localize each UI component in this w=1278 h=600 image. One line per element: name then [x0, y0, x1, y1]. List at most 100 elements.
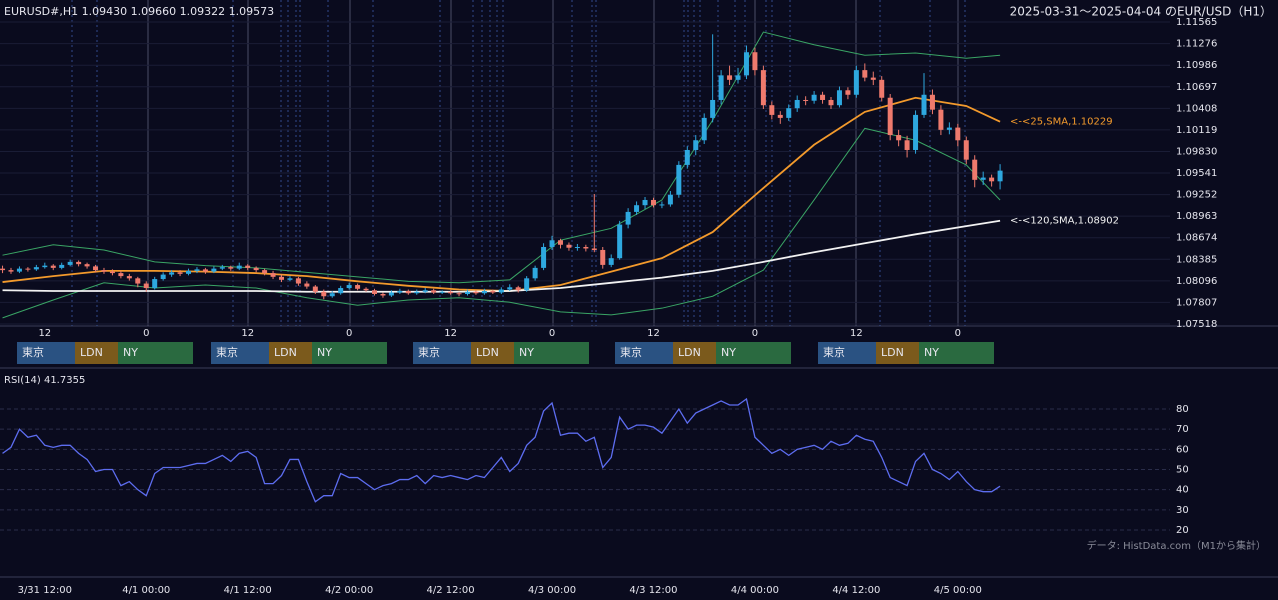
x-tick-label: 0	[346, 328, 352, 339]
candle-body	[262, 270, 268, 274]
indicator-label: <-<120,SMA,1.08902	[1010, 216, 1119, 227]
candle-body	[0, 268, 6, 271]
candle-body	[194, 269, 200, 271]
session-label: NY	[721, 346, 736, 359]
candle-body	[33, 267, 39, 270]
candle-body	[743, 52, 749, 76]
session-box	[75, 342, 118, 364]
candle-body	[405, 291, 411, 294]
candle-body	[811, 94, 817, 101]
x-tick-label: 4/1 00:00	[122, 585, 170, 596]
candle-body	[913, 114, 919, 150]
y-tick-label: 1.09830	[1176, 146, 1217, 157]
candle-body	[836, 90, 842, 106]
candle-body	[786, 108, 792, 118]
candle-body	[143, 283, 149, 289]
candle-body	[853, 70, 859, 95]
candle-body	[481, 291, 487, 294]
candle-body	[8, 270, 14, 272]
session-label: 東京	[418, 345, 440, 359]
candle-body	[490, 291, 496, 293]
candle-body	[760, 70, 766, 106]
candle-body	[338, 288, 344, 294]
candle-body	[160, 274, 166, 280]
x-tick-label: 4/5 00:00	[934, 585, 982, 596]
y-tick-label: 1.08096	[1176, 276, 1217, 287]
candle-body	[803, 99, 809, 101]
candle-body	[617, 224, 623, 259]
x-tick-label: 0	[549, 328, 555, 339]
session-box	[818, 342, 876, 364]
candle-body	[650, 199, 656, 206]
candle-body	[862, 70, 868, 78]
candle-body	[845, 90, 851, 95]
candle-body	[769, 105, 775, 115]
candle-body	[245, 265, 251, 268]
x-tick-label: 4/3 12:00	[629, 585, 677, 596]
candle-body	[574, 246, 580, 248]
x-tick-label: 12	[647, 328, 660, 339]
candle-body	[541, 246, 547, 268]
candle-body	[169, 272, 175, 275]
candle-body	[126, 276, 132, 279]
session-label: 東京	[22, 345, 44, 359]
indicator-line	[2, 219, 1001, 293]
indicator-line	[2, 127, 1001, 319]
candle-body	[515, 287, 521, 291]
session-label: 東京	[620, 345, 642, 359]
y-tick-label: 1.11565	[1176, 17, 1217, 28]
candle-body	[25, 268, 31, 270]
candle-body	[921, 94, 927, 115]
session-label: LDN	[476, 346, 499, 359]
candle-body	[946, 127, 952, 130]
candle-body	[473, 291, 479, 294]
y-tick-label: 1.10408	[1176, 103, 1217, 114]
candle-body	[549, 240, 555, 247]
candle-body	[355, 285, 361, 289]
candle-body	[177, 272, 183, 274]
candle-body	[397, 291, 403, 293]
y-tick-label: 1.09252	[1176, 190, 1217, 201]
rsi-line	[2, 397, 1001, 503]
candle-body	[456, 293, 462, 295]
candle-body	[321, 291, 327, 297]
y-tick-label: 70	[1176, 424, 1189, 435]
x-tick-label: 4/1 12:00	[224, 585, 272, 596]
candle-body	[109, 271, 115, 274]
x-tick-label: 12	[38, 328, 51, 339]
session-box	[269, 342, 312, 364]
session-label: LDN	[678, 346, 701, 359]
candle-body	[42, 265, 48, 268]
candle-body	[287, 278, 293, 280]
candle-body	[219, 267, 225, 269]
candle-body	[236, 265, 242, 269]
candle-body	[955, 127, 961, 141]
candle-body	[583, 246, 589, 249]
candle-body	[972, 159, 978, 180]
session-label: LDN	[881, 346, 904, 359]
session-label: LDN	[274, 346, 297, 359]
candle-body	[887, 97, 893, 136]
x-tick-label: 4/3 00:00	[528, 585, 576, 596]
session-label: 東京	[216, 345, 238, 359]
x-tick-label: 4/2 12:00	[427, 585, 475, 596]
candle-body	[329, 293, 335, 297]
chart-title: 2025-03-31～2025-04-04 のEUR/USD（H1）	[1010, 5, 1272, 19]
candle-body	[879, 79, 885, 98]
candle-body	[608, 258, 614, 265]
y-tick-label: 40	[1176, 485, 1189, 496]
source-note: データ: HistData.com（M1から集計）	[1087, 539, 1266, 552]
candle-body	[727, 75, 733, 80]
grid-layer	[0, 0, 1170, 531]
x-tick-label: 4/4 00:00	[731, 585, 779, 596]
candle-body	[904, 140, 910, 150]
candle-body	[532, 267, 538, 279]
x-tick-label: 12	[444, 328, 457, 339]
indicator-line	[2, 31, 1001, 284]
session-label: NY	[123, 346, 138, 359]
candle-body	[498, 289, 504, 293]
session-box	[413, 342, 471, 364]
y-tick-label: 50	[1176, 465, 1189, 476]
session-box	[211, 342, 269, 364]
